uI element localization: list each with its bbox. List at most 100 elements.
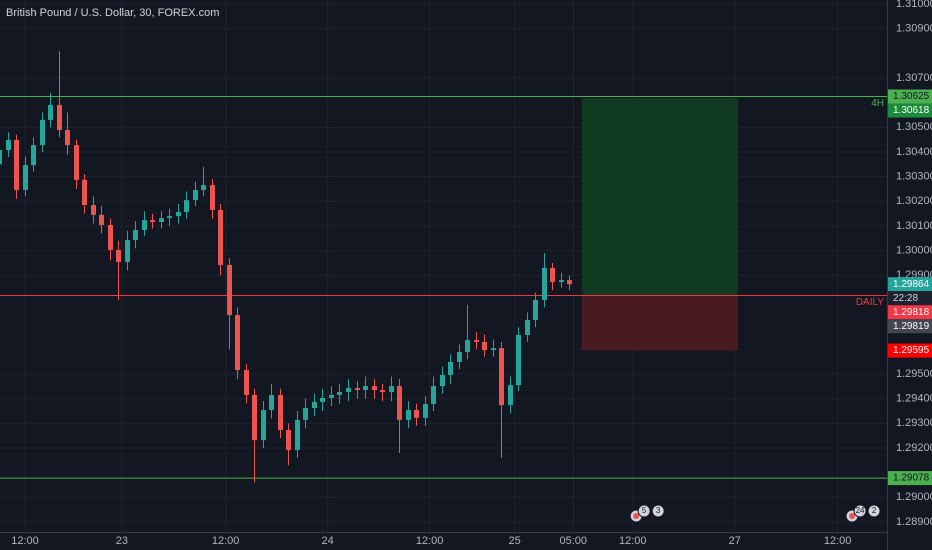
candle-body — [176, 211, 181, 217]
candle-body — [218, 209, 223, 265]
candle-body — [193, 189, 198, 201]
candle-body — [363, 386, 368, 391]
y-tick-label: 1.30200 — [896, 195, 932, 207]
event-icon-inner — [849, 513, 856, 519]
y-tick-label: 1.30100 — [896, 220, 932, 232]
axes: 1.31000 1.30900 1.30700 1.30500 1.30400 1.303… — [11, 0, 932, 547]
candle-body — [65, 130, 70, 146]
candle-body — [261, 410, 266, 441]
candle-body — [133, 229, 138, 241]
candle-body — [125, 240, 130, 263]
x-tick-label: 12:00 — [212, 535, 240, 547]
event-badge — [853, 504, 867, 518]
price-tag: 1.29864 — [893, 279, 930, 290]
price-tag: 1.29595 — [893, 345, 930, 356]
chart-title: British Pound / U.S. Dollar, 30, FOREX.c… — [6, 7, 219, 19]
x-tick-label: 12:00 — [619, 535, 647, 547]
price-tag: 1.30625 — [893, 91, 930, 102]
candle-body — [516, 335, 521, 386]
candle-body — [406, 410, 411, 420]
candle-body — [542, 267, 547, 300]
price-tag: 1.29078 — [893, 473, 930, 484]
x-tick-label: 24 — [321, 535, 333, 547]
grid — [0, 0, 887, 532]
event-badge — [867, 504, 881, 518]
level-name: 4H — [871, 98, 884, 109]
event-count: 3 — [656, 506, 661, 515]
candle-body — [91, 205, 96, 215]
candle-body — [508, 385, 513, 406]
y-tick-label: 1.30000 — [896, 245, 932, 257]
candle-body — [0, 150, 2, 165]
candle-body — [303, 408, 308, 420]
y-tick-label: 1.31000 — [896, 0, 932, 10]
event-badge — [651, 504, 665, 518]
candle-body — [491, 348, 496, 351]
y-tick-label: 1.29000 — [896, 491, 932, 503]
candle-body — [244, 370, 249, 395]
candle-body — [82, 179, 87, 206]
candle-body — [74, 145, 79, 180]
x-tick-label: 12:00 — [824, 535, 852, 547]
candle-body — [6, 139, 11, 151]
y-tick-label: 1.29300 — [896, 417, 932, 429]
candle-body — [559, 280, 564, 282]
y-tick-label: 1.28900 — [896, 516, 932, 528]
candle-body — [499, 348, 504, 406]
loss-zone — [581, 295, 739, 351]
price-tag: 1.29819 — [893, 321, 930, 332]
candle-body — [23, 165, 28, 190]
event-count: 2 — [872, 506, 877, 515]
x-tick-label: 12:00 — [11, 535, 39, 547]
candle-body — [465, 339, 470, 353]
candle-body — [567, 280, 572, 285]
candle-body — [201, 185, 206, 190]
candle-body — [142, 220, 147, 230]
candle-body — [346, 388, 351, 393]
candle-body — [235, 315, 240, 371]
candle-body — [278, 394, 283, 430]
candle-body — [329, 394, 334, 398]
candle-body — [210, 185, 215, 210]
price-tag: 1.30618 — [893, 105, 930, 116]
y-tick-label: 1.29500 — [896, 368, 932, 380]
y-tick-label: 1.30900 — [896, 23, 932, 35]
candle-body — [116, 249, 121, 263]
candle-body — [550, 267, 555, 282]
candle-body — [227, 264, 232, 316]
candle-body — [167, 216, 172, 219]
candle-body — [397, 386, 402, 420]
candle-body — [150, 220, 155, 223]
candle-body — [320, 397, 325, 402]
candle-body — [40, 119, 45, 146]
y-tick-label: 1.30400 — [896, 146, 932, 158]
x-tick-label: 05:00 — [559, 535, 587, 547]
candle-body — [355, 388, 360, 391]
candle-body — [457, 352, 462, 362]
price-tag-bg — [888, 305, 932, 320]
candle-body — [431, 386, 436, 405]
y-tick-label: 1.29400 — [896, 393, 932, 405]
x-tick-label: 23 — [116, 535, 128, 547]
x-tick-label: 12:00 — [416, 535, 444, 547]
candle-body — [372, 386, 377, 391]
price-tag-bg — [888, 319, 932, 334]
price-tag-bg — [888, 471, 932, 486]
candle-body — [184, 200, 189, 212]
price-tag-bg — [888, 277, 932, 292]
event-icon-inner — [633, 513, 640, 519]
candle-body — [423, 404, 428, 418]
event-badge — [637, 504, 651, 518]
y-tick-label: 1.30500 — [896, 121, 932, 133]
y-tick-label: 1.30300 — [896, 171, 932, 183]
candle-body — [440, 374, 445, 387]
event-count: 24 — [856, 506, 865, 515]
candle-body — [337, 392, 342, 395]
x-tick-label: 25 — [508, 535, 520, 547]
candle-body — [252, 394, 257, 441]
price-tag: 1.29818 — [893, 307, 930, 318]
y-tick-label: 1.29200 — [896, 442, 932, 454]
y-tick-label: 1.30700 — [896, 72, 932, 84]
candle-body — [48, 104, 53, 120]
